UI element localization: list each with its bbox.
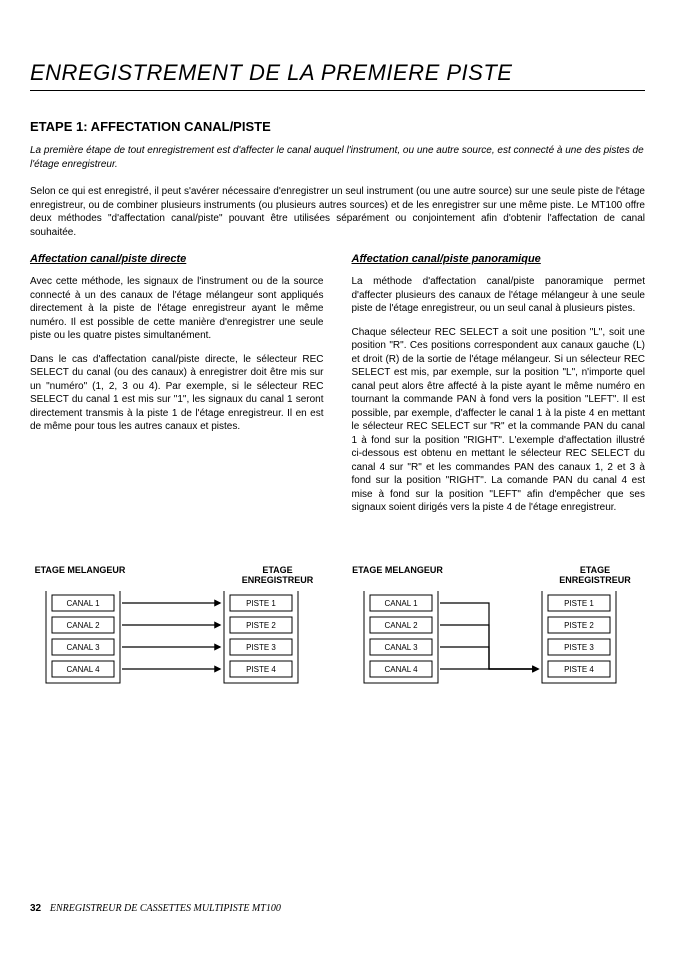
right-column: Affectation canal/piste panoramique La m…: [352, 253, 646, 525]
intro-paragraph: La première étape de tout enregistrement…: [30, 144, 645, 171]
right-subheading: Affectation canal/piste panoramique: [352, 253, 646, 265]
left-p1: Avec cette méthode, les signaux de l'ins…: [30, 275, 324, 343]
svg-text:CANAL 1: CANAL 1: [66, 599, 100, 608]
diagram-label-melangeur: ETAGE MELANGEUR: [348, 565, 448, 585]
diagram-label-enregistreur: ETAGE ENREGISTREUR: [228, 565, 328, 585]
footer-text: ENREGISTREUR DE CASSETTES MULTIPISTE MT1…: [50, 903, 281, 914]
svg-text:CANAL 4: CANAL 4: [384, 665, 418, 674]
diagram-label-enregistreur: ETAGE ENREGISTREUR: [545, 565, 645, 585]
diagram-direct: ETAGE MELANGEUR ETAGE ENREGISTREUR CANAL…: [30, 565, 328, 706]
step-heading: ETAPE 1: AFFECTATION CANAL/PISTE: [30, 119, 645, 134]
page-footer: 32 ENREGISTREUR DE CASSETTES MULTIPISTE …: [30, 903, 281, 914]
two-column-section: Affectation canal/piste directe Avec cet…: [30, 253, 645, 525]
left-p2: Dans le cas d'affectation canal/piste di…: [30, 353, 324, 434]
svg-text:PISTE 2: PISTE 2: [564, 621, 594, 630]
svg-text:PISTE 3: PISTE 3: [564, 643, 594, 652]
svg-text:PISTE 2: PISTE 2: [246, 621, 276, 630]
svg-text:PISTE 4: PISTE 4: [564, 665, 594, 674]
svg-text:PISTE 1: PISTE 1: [564, 599, 594, 608]
left-column: Affectation canal/piste directe Avec cet…: [30, 253, 324, 525]
diagram-label-melangeur: ETAGE MELANGEUR: [30, 565, 130, 585]
svg-text:PISTE 4: PISTE 4: [246, 665, 276, 674]
page-title: ENREGISTREMENT DE LA PREMIERE PISTE: [30, 60, 645, 91]
diagram-panoramique: ETAGE MELANGEUR ETAGE ENREGISTREUR CANAL…: [348, 565, 646, 706]
svg-text:CANAL 3: CANAL 3: [66, 643, 100, 652]
diagram-direct-svg: CANAL 1 CANAL 2 CANAL 3 CANAL 4 PISTE 1 PISTE…: [30, 591, 320, 701]
svg-text:CANAL 3: CANAL 3: [384, 643, 418, 652]
body-paragraph: Selon ce qui est enregistré, il peut s'a…: [30, 185, 645, 239]
svg-text:CANAL 1: CANAL 1: [384, 599, 418, 608]
diagram-row: ETAGE MELANGEUR ETAGE ENREGISTREUR CANAL…: [30, 565, 645, 706]
right-p2: Chaque sélecteur REC SELECT a soit une p…: [352, 326, 646, 515]
right-p1: La méthode d'affectation canal/piste pan…: [352, 275, 646, 316]
page-number: 32: [30, 903, 41, 914]
left-subheading: Affectation canal/piste directe: [30, 253, 324, 265]
svg-text:CANAL 2: CANAL 2: [384, 621, 418, 630]
svg-text:CANAL 2: CANAL 2: [66, 621, 100, 630]
svg-text:PISTE 1: PISTE 1: [246, 599, 276, 608]
svg-text:PISTE 3: PISTE 3: [246, 643, 276, 652]
diagram-pan-svg: CANAL 1 CANAL 2 CANAL 3 CANAL 4 PISTE 1 PISTE…: [348, 591, 638, 701]
svg-text:CANAL 4: CANAL 4: [66, 665, 100, 674]
